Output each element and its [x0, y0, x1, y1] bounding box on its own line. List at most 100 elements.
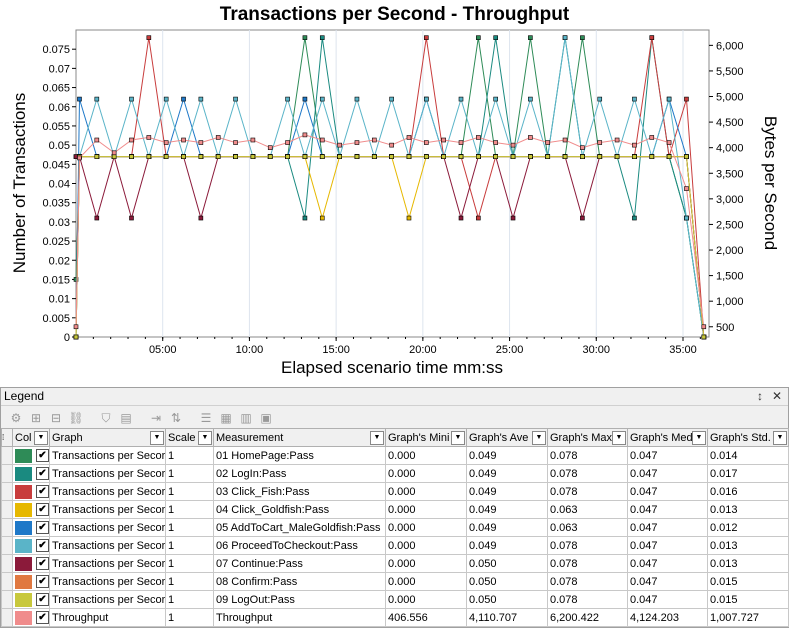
close-icon[interactable]: ✕ [772, 389, 783, 403]
data-point [424, 35, 429, 40]
table-row[interactable]: ✔ Transactions per Secor 1 03 Click_Fish:Pa… [1, 482, 789, 501]
color-swatch[interactable] [15, 520, 32, 535]
color-cell: ✔ [12, 446, 50, 465]
y-tick-label: 0.015 [42, 274, 70, 286]
color-swatch[interactable] [15, 574, 32, 589]
export-icon[interactable]: ⇥ [150, 411, 162, 425]
data-point [285, 140, 290, 145]
graph-icon[interactable]: ▦ [220, 411, 232, 425]
table-row[interactable]: ✔ Transactions per Secor 1 02 LogIn:Pass 0.0… [1, 464, 789, 483]
table-row[interactable]: ✔ Transactions per Secor 1 06 ProceedToChec… [1, 536, 789, 555]
color-swatch[interactable] [15, 448, 32, 463]
data-point [493, 140, 498, 145]
visibility-checkbox[interactable]: ✔ [36, 593, 49, 606]
y-right-tick-label: 1,500 [716, 271, 744, 283]
y-tick-label: 0.075 [42, 44, 70, 56]
data-point [129, 154, 134, 159]
legend-header-row: ⁞ Col ▼ Graph ▼ Scale ▼ Measurement ▼ Graph'… [1, 428, 789, 447]
data-point [545, 140, 551, 145]
data-point [510, 154, 516, 159]
color-swatch[interactable] [15, 484, 32, 499]
data-point [476, 215, 481, 221]
visibility-checkbox[interactable]: ✔ [36, 467, 49, 480]
link-icon[interactable]: ⛓ [68, 411, 84, 425]
sort-icon[interactable]: ⇅ [170, 411, 182, 425]
pin-icon[interactable]: ↕ [757, 389, 763, 403]
column-header-measurement[interactable]: Measurement ▼ [213, 428, 386, 447]
data-point [371, 154, 377, 159]
row-selector-header[interactable]: ⁞ [1, 428, 13, 447]
chevron-down-icon[interactable]: ▼ [198, 431, 212, 445]
data-point [476, 35, 481, 40]
cell-measurement: 06 ProceedToCheckout:Pass [213, 536, 386, 555]
visibility-checkbox[interactable]: ✔ [36, 521, 49, 534]
column-header-col[interactable]: Col ▼ [12, 428, 50, 447]
column-header-med[interactable]: Graph's Med ▼ [627, 428, 708, 447]
table-row[interactable]: ✔ Transactions per Secor 1 09 LogOut:Pass 0.… [1, 590, 789, 609]
cell-med: 0.047 [627, 536, 708, 555]
cell-avg: 0.050 [466, 590, 548, 609]
show-all-icon[interactable]: ⊞ [30, 411, 42, 425]
data-point [302, 35, 308, 40]
data-point [146, 135, 152, 140]
visibility-checkbox[interactable]: ✔ [36, 503, 49, 516]
visibility-checkbox[interactable]: ✔ [36, 449, 49, 462]
color-swatch[interactable] [15, 466, 32, 481]
column-header-std[interactable]: Graph's Std. ▼ [707, 428, 789, 447]
color-swatch[interactable] [15, 556, 32, 571]
configure-icon[interactable]: ⚙ [10, 411, 22, 425]
chart-plot[interactable]: 05:00 10:00 15:00 20:00 25:00 30:00 35:00 0 0.00… [0, 0, 789, 387]
column-header-avg[interactable]: Graph's Ave ▼ [466, 428, 548, 447]
column-header-min[interactable]: Graph's Mini ▼ [385, 428, 467, 447]
chevron-down-icon[interactable]: ▼ [773, 431, 787, 445]
cell-measurement: 04 Click_Goldfish:Pass [213, 500, 386, 519]
column-header-graph[interactable]: Graph ▼ [49, 428, 166, 447]
chevron-down-icon[interactable]: ▼ [34, 431, 48, 445]
legend-icon[interactable]: ▤ [120, 411, 132, 425]
table-row[interactable]: ✔ Throughput 1 Throughput 406.556 4,110.707 6,… [1, 608, 789, 627]
table-row[interactable]: ✔ Transactions per Secor 1 05 AddToCart_Mal… [1, 518, 789, 537]
cell-std: 0.013 [707, 554, 789, 573]
cell-scale: 1 [165, 608, 214, 627]
cell-med: 0.047 [627, 572, 708, 591]
visibility-checkbox[interactable]: ✔ [36, 611, 49, 624]
x-tick-label: 20:00 [409, 344, 437, 356]
data-point [302, 96, 308, 102]
color-swatch[interactable] [15, 592, 32, 607]
save-icon[interactable]: ▣ [260, 411, 272, 425]
cell-scale: 1 [165, 518, 214, 537]
visibility-checkbox[interactable]: ✔ [36, 539, 49, 552]
chevron-down-icon[interactable]: ▼ [692, 431, 706, 445]
chevron-down-icon[interactable]: ▼ [370, 431, 384, 445]
hide-all-icon[interactable]: ⊟ [50, 411, 62, 425]
chevron-down-icon[interactable]: ▼ [532, 431, 546, 445]
data-point [649, 135, 655, 140]
color-swatch[interactable] [15, 502, 32, 517]
chevron-down-icon[interactable]: ▼ [612, 431, 626, 445]
properties-icon[interactable]: ☰ [200, 411, 212, 425]
columns-icon[interactable]: ▥ [240, 411, 252, 425]
data-point [580, 35, 585, 40]
data-point [562, 154, 568, 159]
chevron-down-icon[interactable]: ▼ [451, 431, 465, 445]
table-row[interactable]: ✔ Transactions per Secor 1 08 Confirm:Pass 0… [1, 572, 789, 591]
table-row[interactable]: ✔ Transactions per Secor 1 04 Click_Goldfis… [1, 500, 789, 519]
cell-max: 0.078 [547, 590, 628, 609]
column-header-scale[interactable]: Scale ▼ [165, 428, 214, 447]
data-point [181, 137, 186, 143]
visibility-checkbox[interactable]: ✔ [36, 575, 49, 588]
data-point [319, 154, 325, 159]
filter-icon[interactable]: ⛉ [101, 411, 111, 425]
cell-max: 0.078 [547, 554, 628, 573]
color-swatch[interactable] [15, 538, 32, 553]
column-header-max[interactable]: Graph's Max ▼ [547, 428, 628, 447]
visibility-checkbox[interactable]: ✔ [36, 485, 49, 498]
cell-std: 0.016 [707, 482, 789, 501]
cell-med: 0.047 [627, 590, 708, 609]
table-row[interactable]: ✔ Transactions per Secor 1 07 Continue:Pass… [1, 554, 789, 573]
color-swatch[interactable] [15, 610, 32, 625]
chevron-down-icon[interactable]: ▼ [150, 431, 164, 445]
visibility-checkbox[interactable]: ✔ [36, 557, 49, 570]
data-point [233, 154, 238, 159]
table-row[interactable]: ✔ Transactions per Secor 1 01 HomePage:Pass… [1, 446, 789, 465]
